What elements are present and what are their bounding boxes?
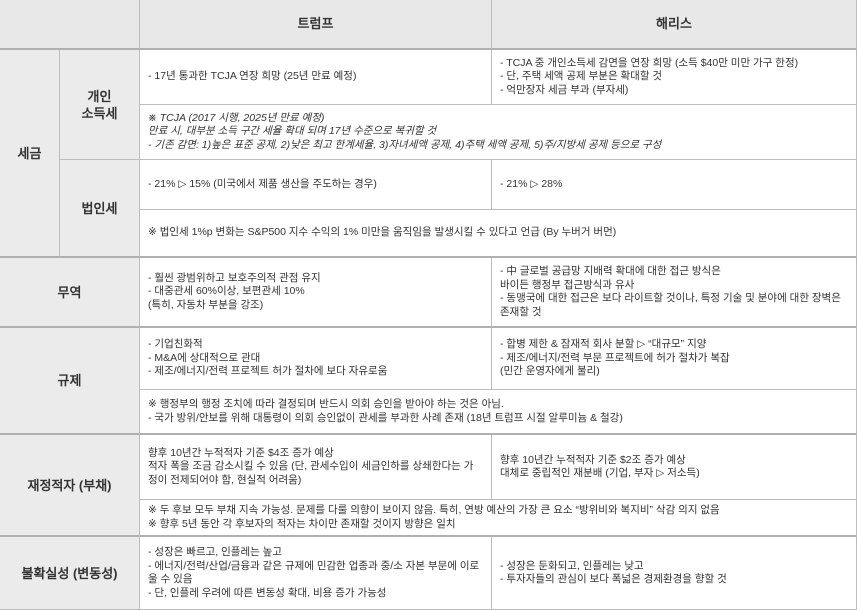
row-label-tax: 세금 — [0, 50, 60, 258]
row-label-corporate-tax: 법인세 — [60, 160, 140, 258]
row-label-uncertainty: 불확실성 (변동성) — [0, 537, 140, 610]
corporate-tax-harris: - 21% ▷ 28% — [492, 160, 857, 210]
header-harris: 해리스 — [492, 0, 857, 50]
regulation-harris: - 합병 제한 & 잠재적 회사 분할 ▷ “대규모” 지양 - 제조/에너지/… — [492, 328, 857, 390]
deficit-note: ※ 두 후보 모두 부채 지속 가능성. 문제를 다룰 의향이 보이지 않음. … — [140, 500, 857, 537]
regulation-trump: - 기업친화적 - M&A에 상대적으로 관대 - 제조/에너지/전력 프로젝트… — [140, 328, 492, 390]
header-corner — [0, 0, 140, 50]
uncertainty-trump: - 성장은 빠르고, 인플레는 높고 - 에너지/전력/산업/금융과 같은 규제… — [140, 537, 492, 610]
corporate-tax-trump: - 21% ▷ 15% (미국에서 제품 생산을 주도하는 경우) — [140, 160, 492, 210]
personal-tax-note: ※ TCJA (2017 시행, 2025년 만료 예정) 만료 시, 대부분 … — [140, 105, 857, 160]
uncertainty-harris: - 성장은 둔화되고, 인플레는 낮고 - 투자자들의 관심이 보다 폭넓은 경… — [492, 537, 857, 610]
row-label-regulation: 규제 — [0, 328, 140, 435]
row-label-deficit: 재정적자 (부채) — [0, 435, 140, 537]
personal-tax-harris: - TCJA 중 개인소득세 감면을 연장 희망 (소득 $40만 미만 가구 … — [492, 50, 857, 105]
row-label-personal-income-tax: 개인 소득세 — [60, 50, 140, 160]
trade-trump: - 훨씬 광범위하고 보호주의적 관점 유지 - 대중관세 60%이상, 보편관… — [140, 258, 492, 328]
regulation-note: ※ 행정부의 행정 조치에 따라 결정되며 반드시 의회 승인을 받아야 하는 … — [140, 390, 857, 435]
deficit-harris: 향후 10년간 누적적자 기준 $2조 증가 예상 대체로 중립적인 재분배 (… — [492, 435, 857, 500]
header-trump: 트럼프 — [140, 0, 492, 50]
corporate-tax-note: ※ 법인세 1%p 변화는 S&P500 지수 수익의 1% 미만을 움직임을 … — [140, 210, 857, 258]
deficit-trump: 향후 10년간 누적적자 기준 $4조 증가 예상 적자 폭을 조금 감소시킬 … — [140, 435, 492, 500]
row-label-trade: 무역 — [0, 258, 140, 328]
personal-tax-trump: - 17년 통과한 TCJA 연장 희망 (25년 만료 예정) — [140, 50, 492, 105]
trade-harris: - 中 글로벌 공급망 지배력 확대에 대한 접근 방식은 바이든 행정부 접근… — [492, 258, 857, 328]
